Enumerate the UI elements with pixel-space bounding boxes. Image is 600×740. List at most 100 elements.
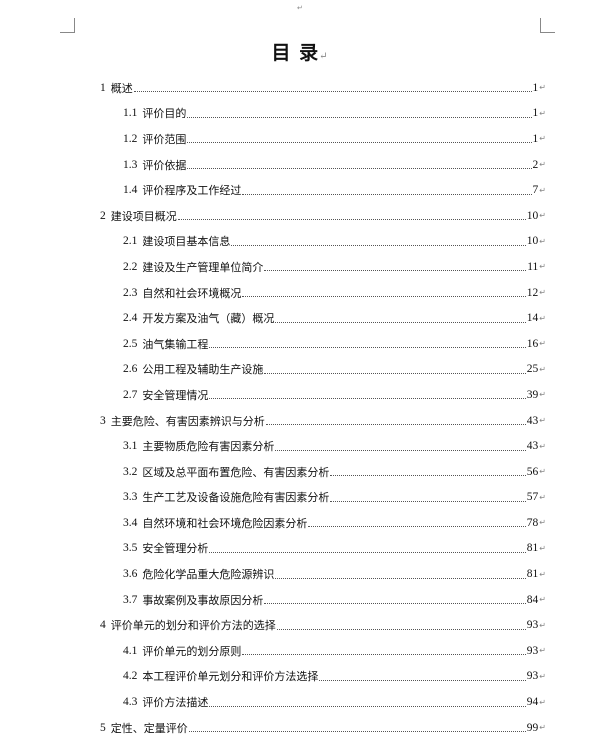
toc-dot-leader bbox=[276, 628, 526, 630]
toc-entry-title[interactable]: 评价单元的划分和评价方法的选择 bbox=[110, 619, 276, 633]
toc-dot-leader bbox=[177, 219, 526, 221]
toc-entry-page: 93 bbox=[526, 619, 539, 632]
paragraph-mark-icon: ↵ bbox=[539, 83, 546, 93]
toc-entry-title[interactable]: 评价范围 bbox=[142, 132, 187, 146]
toc-entry-title[interactable]: 本工程评价单元划分和评价方法选择 bbox=[142, 670, 319, 684]
toc-entry-number: 3.7 bbox=[123, 593, 138, 606]
toc-dot-leader bbox=[187, 116, 532, 118]
toc-entry-title[interactable]: 评价目的 bbox=[142, 107, 187, 121]
toc-entry[interactable]: 5 定性、定量评价 99 ↵ bbox=[0, 715, 600, 740]
toc-entry[interactable]: 3.2 区域及总平面布置危险、有害因素分析 56 ↵ bbox=[0, 459, 600, 485]
toc-entry[interactable]: 2.6 公用工程及辅助生产设施 25 ↵ bbox=[0, 357, 600, 383]
toc-entry[interactable]: 3.6 危险化学品重大危险源辨识 81 ↵ bbox=[0, 561, 600, 587]
toc-entry-page: 14 bbox=[526, 312, 539, 325]
toc-dot-leader bbox=[133, 91, 532, 93]
toc-entry-number: 2.3 bbox=[123, 286, 138, 299]
paragraph-mark-icon: ↵ bbox=[539, 467, 546, 477]
toc-entry-page: 94 bbox=[526, 696, 539, 709]
paragraph-mark-icon: ↵ bbox=[539, 339, 546, 349]
toc-entry-number: 2.4 bbox=[123, 312, 138, 325]
paragraph-mark-icon: ↵ bbox=[539, 160, 546, 170]
toc-entry[interactable]: 2 建设项目概况 10 ↵ bbox=[0, 203, 600, 229]
toc-entry-title[interactable]: 评价单元的划分原则 bbox=[142, 644, 242, 658]
toc-entry-number: 2.5 bbox=[123, 337, 138, 350]
toc-entry[interactable]: 1 概述 1 ↵ bbox=[0, 75, 600, 101]
toc-entry-title[interactable]: 油气集输工程 bbox=[142, 337, 209, 351]
toc-entry[interactable]: 2.3 自然和社会环境概况 12 ↵ bbox=[0, 280, 600, 306]
toc-entry[interactable]: 4.3 评价方法描述 94 ↵ bbox=[0, 689, 600, 715]
toc-entry[interactable]: 3.4 自然环境和社会环境危险因素分析 78 ↵ bbox=[0, 510, 600, 536]
toc-entry-number: 4.2 bbox=[123, 670, 138, 683]
toc-entry-title[interactable]: 概述 bbox=[110, 81, 133, 95]
toc-entry-title[interactable]: 评价程序及工作经过 bbox=[142, 184, 242, 198]
toc-entry-title[interactable]: 自然和社会环境概况 bbox=[142, 286, 242, 300]
toc-entry-number: 2.1 bbox=[123, 235, 138, 248]
toc-dot-leader bbox=[231, 244, 526, 246]
toc-entry-title[interactable]: 评价依据 bbox=[142, 158, 187, 172]
toc-entry[interactable]: 3.5 安全管理分析 81 ↵ bbox=[0, 536, 600, 562]
paragraph-mark-icon: ↵ bbox=[539, 441, 546, 451]
toc-entry-title[interactable]: 建设项目基本信息 bbox=[142, 235, 231, 249]
toc-entry[interactable]: 2.1 建设项目基本信息 10 ↵ bbox=[0, 229, 600, 255]
toc-entry-number: 1.4 bbox=[123, 184, 138, 197]
toc-entry-title[interactable]: 公用工程及辅助生产设施 bbox=[142, 363, 264, 377]
toc-entry-page: 16 bbox=[526, 337, 539, 350]
toc-dot-leader bbox=[319, 679, 526, 681]
toc-entry-page: 1 bbox=[532, 81, 539, 94]
toc-entry-title[interactable]: 安全管理分析 bbox=[142, 542, 209, 556]
toc-entry[interactable]: 1.1 评价目的 1 ↵ bbox=[0, 101, 600, 127]
toc-dot-leader bbox=[242, 654, 526, 656]
toc-entry[interactable]: 1.4 评价程序及工作经过 7 ↵ bbox=[0, 177, 600, 203]
toc-entry[interactable]: 3.1 主要物质危险有害因素分析 43 ↵ bbox=[0, 433, 600, 459]
toc-dot-leader bbox=[275, 321, 526, 323]
paragraph-mark-icon: ↵ bbox=[319, 51, 329, 62]
toc-entry[interactable]: 3.3 生产工艺及设备设施危险有害因素分析 57 ↵ bbox=[0, 485, 600, 511]
toc-title: 目 录↵ bbox=[0, 38, 600, 65]
table-of-contents: 1 概述 1 ↵ 1.1 评价目的 1 ↵ 1.2 评价范围 1 ↵ 1.3 评价依据 2 ↵ 1.4 评价程序及… bbox=[0, 75, 600, 740]
page-corner-mark-top-right bbox=[540, 18, 555, 33]
toc-dot-leader bbox=[265, 424, 526, 426]
toc-entry-number: 4 bbox=[100, 619, 106, 632]
toc-entry-number: 2.2 bbox=[123, 260, 138, 273]
toc-entry[interactable]: 3 主要危险、有害因素辨识与分析 43 ↵ bbox=[0, 408, 600, 434]
toc-entry[interactable]: 2.7 安全管理情况 39 ↵ bbox=[0, 382, 600, 408]
toc-entry-title[interactable]: 主要物质危险有害因素分析 bbox=[142, 440, 275, 454]
toc-entry-number: 4.3 bbox=[123, 696, 138, 709]
toc-entry[interactable]: 4.2 本工程评价单元划分和评价方法选择 93 ↵ bbox=[0, 664, 600, 690]
toc-entry-title[interactable]: 评价方法描述 bbox=[142, 696, 209, 710]
toc-entry[interactable]: 4.1 评价单元的划分原则 93 ↵ bbox=[0, 638, 600, 664]
toc-entry-title[interactable]: 开发方案及油气（藏）概况 bbox=[142, 312, 275, 326]
toc-entry-title[interactable]: 区域及总平面布置危险、有害因素分析 bbox=[142, 465, 330, 479]
toc-entry[interactable]: 2.5 油气集输工程 16 ↵ bbox=[0, 331, 600, 357]
toc-entry-title[interactable]: 安全管理情况 bbox=[142, 388, 209, 402]
toc-entry[interactable]: 2.4 开发方案及油气（藏）概况 14 ↵ bbox=[0, 305, 600, 331]
toc-entry-page: 93 bbox=[526, 670, 539, 683]
toc-entry[interactable]: 2.2 建设及生产管理单位简介 11 ↵ bbox=[0, 254, 600, 280]
toc-entry-title[interactable]: 建设项目概况 bbox=[110, 209, 177, 223]
toc-entry-title[interactable]: 主要危险、有害因素辨识与分析 bbox=[110, 414, 265, 428]
toc-entry-page: 12 bbox=[526, 286, 539, 299]
toc-entry-title[interactable]: 建设及生产管理单位简介 bbox=[142, 260, 264, 274]
paragraph-mark-icon: ↵ bbox=[539, 569, 546, 579]
toc-entry-title[interactable]: 定性、定量评价 bbox=[110, 721, 188, 735]
toc-dot-leader bbox=[188, 731, 526, 733]
toc-entry-page: 99 bbox=[526, 721, 539, 734]
page-corner-mark-top-left bbox=[60, 18, 75, 33]
toc-entry[interactable]: 1.2 评价范围 1 ↵ bbox=[0, 126, 600, 152]
toc-dot-leader bbox=[264, 270, 527, 272]
toc-entry-title[interactable]: 生产工艺及设备设施危险有害因素分析 bbox=[142, 491, 330, 505]
toc-title-text: 目 录 bbox=[271, 42, 320, 64]
toc-entry-title[interactable]: 自然环境和社会环境危险因素分析 bbox=[142, 516, 308, 530]
toc-entry-number: 3 bbox=[100, 414, 106, 427]
toc-entry-title[interactable]: 事故案例及事故原因分析 bbox=[142, 593, 264, 607]
toc-entry[interactable]: 1.3 评价依据 2 ↵ bbox=[0, 152, 600, 178]
toc-entry-number: 3.6 bbox=[123, 568, 138, 581]
toc-entry[interactable]: 4 评价单元的划分和评价方法的选择 93 ↵ bbox=[0, 612, 600, 638]
paragraph-mark-icon: ↵ bbox=[539, 185, 546, 195]
toc-entry-title[interactable]: 危险化学品重大危险源辨识 bbox=[142, 568, 275, 582]
toc-entry[interactable]: 3.7 事故案例及事故原因分析 84 ↵ bbox=[0, 587, 600, 613]
toc-entry-page: 10 bbox=[526, 209, 539, 222]
paragraph-mark-icon: ↵ bbox=[539, 518, 546, 528]
toc-entry-page: 56 bbox=[526, 465, 539, 478]
toc-dot-leader bbox=[275, 577, 526, 579]
